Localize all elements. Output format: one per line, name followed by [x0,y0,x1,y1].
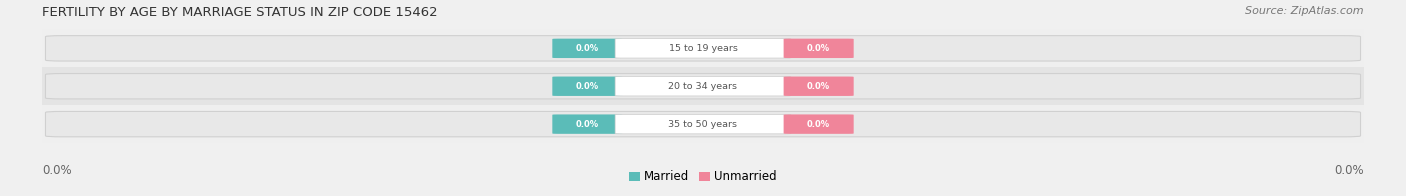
Text: 0.0%: 0.0% [807,82,830,91]
Text: 0.0%: 0.0% [807,120,830,129]
Text: 0.0%: 0.0% [576,82,599,91]
Bar [42,29,1364,67]
FancyBboxPatch shape [553,77,623,96]
Text: 0.0%: 0.0% [42,164,72,177]
FancyBboxPatch shape [614,77,792,96]
Text: 15 to 19 years: 15 to 19 years [669,44,737,53]
Text: Source: ZipAtlas.com: Source: ZipAtlas.com [1246,6,1364,16]
Text: 0.0%: 0.0% [807,44,830,53]
FancyBboxPatch shape [45,36,1361,61]
FancyBboxPatch shape [45,74,1361,99]
Text: FERTILITY BY AGE BY MARRIAGE STATUS IN ZIP CODE 15462: FERTILITY BY AGE BY MARRIAGE STATUS IN Z… [42,6,437,19]
FancyBboxPatch shape [45,112,1361,137]
FancyBboxPatch shape [553,39,623,58]
Bar [42,105,1364,143]
FancyBboxPatch shape [783,114,853,134]
Text: 35 to 50 years: 35 to 50 years [668,120,738,129]
FancyBboxPatch shape [614,114,792,134]
FancyBboxPatch shape [783,39,853,58]
Text: 0.0%: 0.0% [1334,164,1364,177]
Bar [42,67,1364,105]
Text: 0.0%: 0.0% [576,44,599,53]
Legend: Married, Unmarried: Married, Unmarried [624,166,782,188]
Text: 20 to 34 years: 20 to 34 years [668,82,738,91]
FancyBboxPatch shape [783,77,853,96]
FancyBboxPatch shape [614,39,792,58]
Text: 0.0%: 0.0% [576,120,599,129]
FancyBboxPatch shape [553,114,623,134]
